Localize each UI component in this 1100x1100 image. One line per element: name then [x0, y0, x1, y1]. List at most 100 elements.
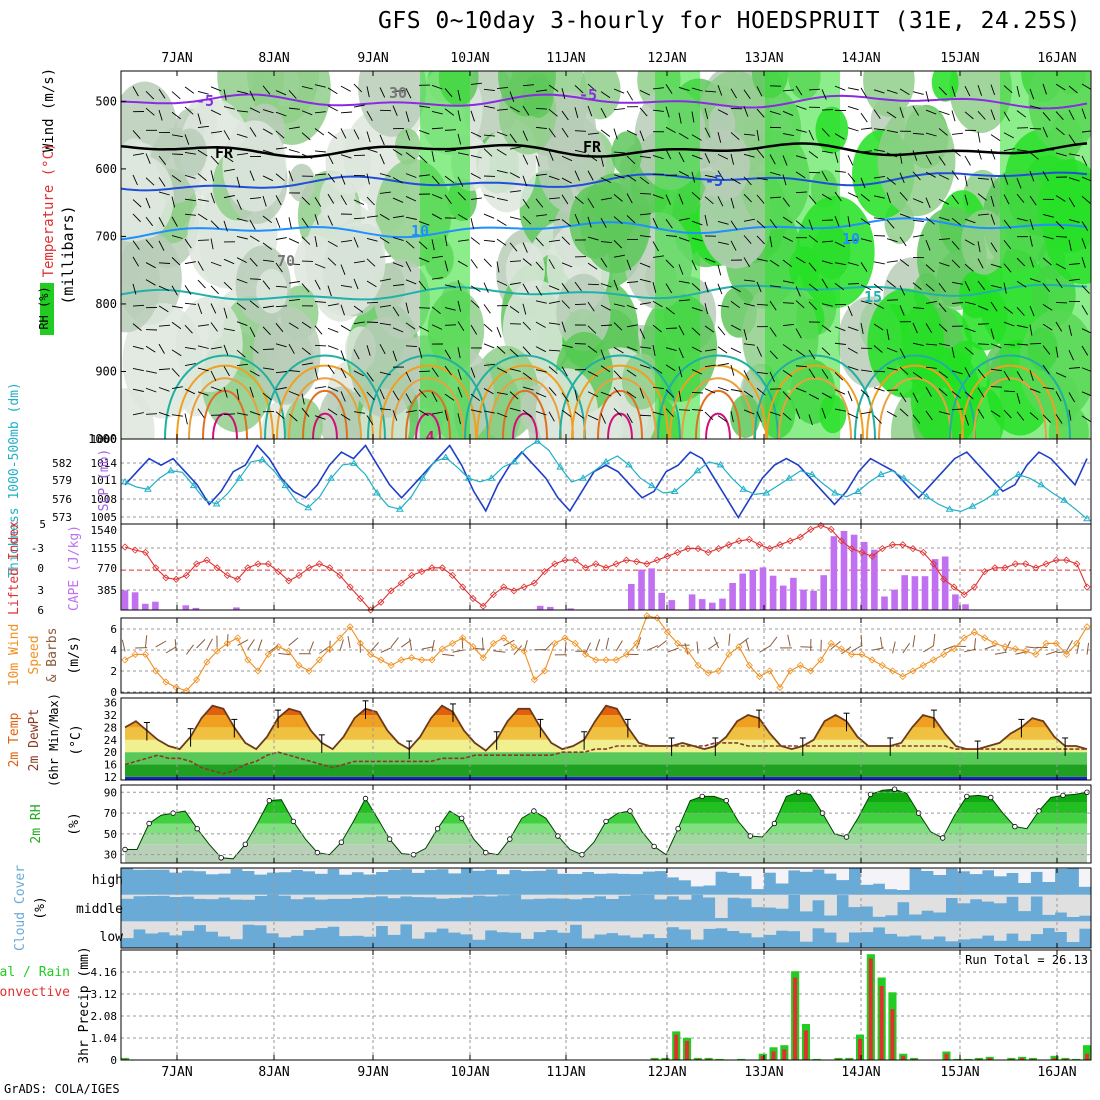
- wind-barb: [808, 88, 821, 91]
- wind-barb: [782, 197, 790, 207]
- wind-barb: [808, 219, 814, 231]
- wind-barb: [652, 87, 664, 90]
- cloud-cell: [448, 921, 461, 933]
- precip-convective-bar: [858, 1038, 862, 1060]
- wind-barb: [288, 390, 300, 396]
- precip-convective-bar: [695, 1058, 700, 1060]
- wind-barb: [340, 128, 347, 139]
- wind-barb: [678, 264, 684, 275]
- cape-bar: [638, 569, 645, 610]
- temp-contour: [464, 354, 586, 439]
- wind-barb: [1068, 392, 1075, 403]
- wind-barb: [951, 240, 960, 250]
- wind-speed-marker: [674, 639, 682, 647]
- x-tick-label-top: 8JAN: [258, 51, 289, 66]
- lifted-tick-label: 0: [37, 562, 44, 575]
- wind-barb: [197, 303, 203, 315]
- wind-barb: [418, 105, 430, 109]
- wind-barb: [1055, 391, 1062, 402]
- lifted-marker: [612, 560, 620, 568]
- wind-barb: [665, 347, 677, 352]
- wind-barb: [1016, 324, 1028, 329]
- wind-barb: [665, 84, 673, 94]
- thickness-tick-partial: 5: [39, 518, 46, 531]
- wind-barb: [743, 133, 755, 136]
- wind-barb: [782, 216, 793, 224]
- lifted-marker: [131, 546, 139, 554]
- thickness-marker: [396, 505, 404, 512]
- cloud-cell: [800, 894, 813, 912]
- wind-barb: [314, 84, 326, 88]
- isotherm-FR: [121, 142, 1088, 159]
- wind-barb: [613, 108, 625, 111]
- cloud-cell: [569, 894, 583, 900]
- cape-bar: [698, 599, 706, 610]
- wind-barb: [964, 155, 971, 166]
- wind-barb: [717, 304, 729, 308]
- rh-marker: [627, 808, 633, 814]
- wind-barb: [418, 389, 427, 398]
- dewpoint-line: [124, 742, 1087, 775]
- wind-barb-10m: [923, 645, 934, 653]
- wind-barb: [184, 134, 190, 145]
- wind-barb: [171, 321, 182, 330]
- thickness-marker: [579, 474, 587, 481]
- thickness-marker: [693, 466, 702, 474]
- wind-barb: [678, 325, 685, 336]
- wind-barb: [223, 344, 229, 356]
- wind-barb: [197, 149, 208, 157]
- wind-barb: [548, 411, 555, 422]
- wind-speed-marker: [162, 678, 170, 686]
- wind-barb: [509, 242, 518, 252]
- wind-barb: [171, 257, 181, 266]
- wind-speed-marker: [1073, 639, 1081, 647]
- thickness-tick-label: 582: [52, 457, 72, 470]
- wind-speed-marker: [755, 672, 764, 681]
- wind-speed-marker: [868, 656, 876, 664]
- wind-barb: [795, 387, 807, 393]
- temp-contour: [866, 364, 964, 439]
- wind-barb: [782, 110, 794, 117]
- rh-marker: [964, 793, 970, 800]
- cloud-cell: [351, 868, 364, 873]
- wind-barb: [795, 129, 807, 133]
- temp-contour: [961, 364, 1059, 439]
- wind-barb: [587, 216, 592, 228]
- cape-bar: [871, 549, 878, 610]
- wind-barb-10m: [121, 639, 126, 652]
- wind-barb: [704, 214, 708, 226]
- wind-barb: [912, 392, 919, 403]
- cape-tick-label: 1155: [91, 542, 118, 555]
- wind-barb: [457, 347, 461, 359]
- chart-title: GFS 0~10day 3-hourly for HOEDSPRUIT (31E…: [378, 8, 1082, 34]
- wind-barb: [678, 347, 684, 359]
- wind-barb: [275, 237, 287, 240]
- wind-barb: [275, 90, 287, 96]
- wind-barb: [171, 134, 183, 138]
- wind-barb: [795, 256, 806, 264]
- wind-barb: [951, 391, 961, 399]
- lifted-marker: [121, 543, 129, 551]
- wind-barb: [184, 413, 188, 425]
- wind-barb: [847, 413, 859, 419]
- wind-speed-marker: [520, 647, 528, 655]
- wind-barb-10m: [615, 640, 623, 652]
- wind-barb: [756, 86, 763, 97]
- wind-barb: [860, 193, 870, 202]
- wind-barb: [678, 299, 690, 302]
- wind-barb: [951, 194, 959, 205]
- wind-barb: [288, 298, 300, 302]
- cape-bar: [800, 589, 807, 610]
- lifted-marker: [561, 556, 569, 564]
- wind-barb-10m: [595, 639, 601, 651]
- precip-total-bar: [964, 1058, 973, 1060]
- rh-tick-label: 90: [104, 786, 117, 799]
- wind-barb: [782, 369, 793, 377]
- wind-speed-marker: [489, 639, 497, 647]
- wind-barb: [340, 367, 347, 379]
- wind-barb: [210, 109, 222, 116]
- thickness-marker: [625, 460, 633, 468]
- wind-barb: [834, 216, 840, 227]
- wind-barb: [756, 220, 766, 229]
- rh-shading: [253, 306, 321, 403]
